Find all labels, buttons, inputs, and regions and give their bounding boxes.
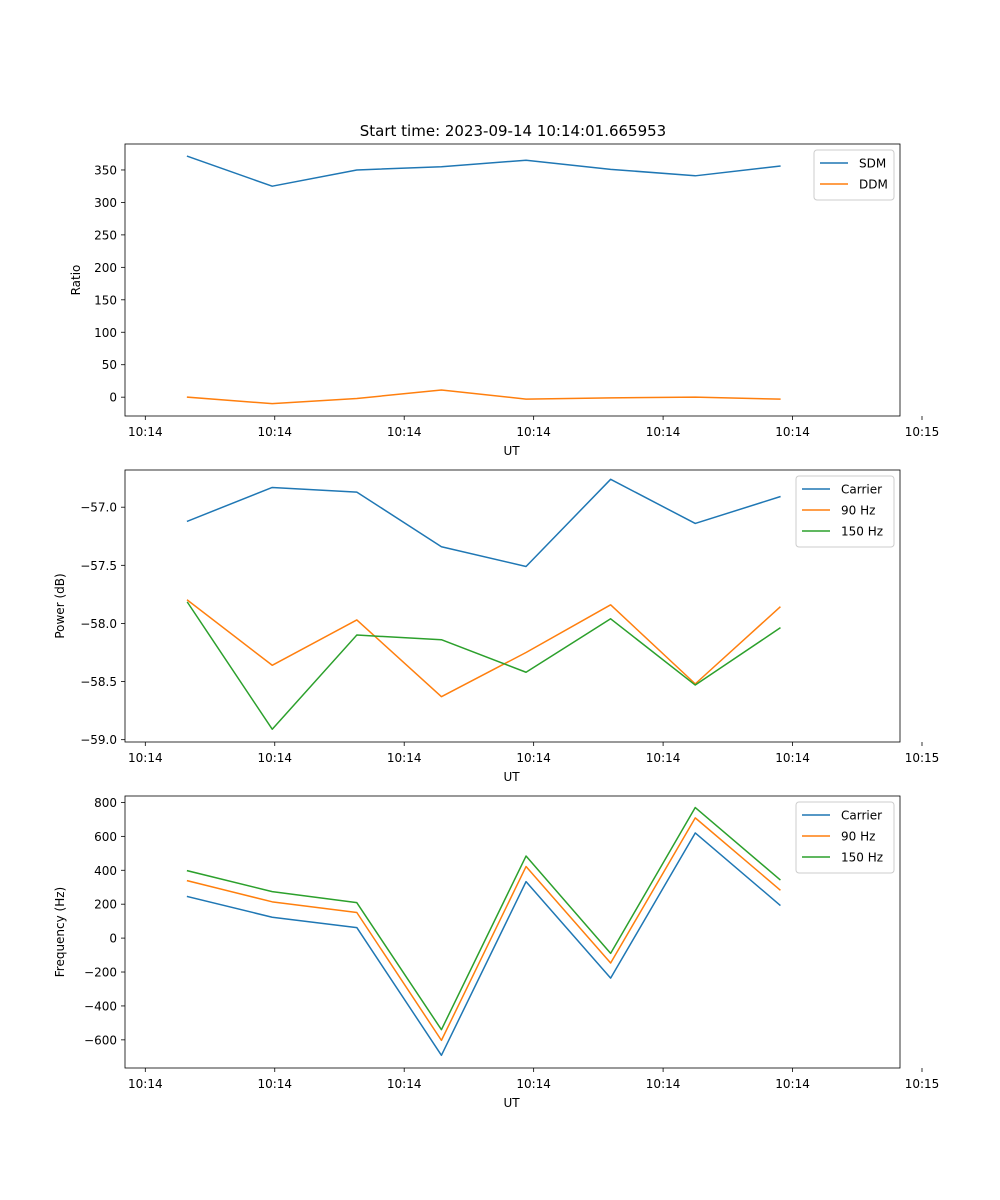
legend-label: 90 Hz [841, 504, 875, 518]
y-tick-label: 200 [94, 898, 117, 912]
y-tick-label: −59.0 [80, 733, 117, 747]
x-tick-label: 10:14 [516, 1077, 551, 1091]
y-tick-label: 100 [94, 326, 117, 340]
y-tick-label: −200 [84, 966, 117, 980]
x-tick-label: 10:14 [775, 1077, 810, 1091]
axes-frame [124, 469, 901, 743]
y-tick-label: −58.0 [80, 617, 117, 631]
x-tick-label: 10:15 [905, 425, 940, 439]
chart-panel-3: 10:14 10:14 10:14 10:14 10:14 10:14 10:15 −600 −… [53, 795, 940, 1110]
x-tick-label: 10:14 [257, 1077, 292, 1091]
y-tick-label: 150 [94, 293, 117, 307]
x-tick-label: 10:14 [646, 425, 681, 439]
x-tick-label: 10:14 [128, 425, 163, 439]
x-axis-label: UT [503, 1096, 520, 1110]
legend: Carrier 90 Hz 150 Hz [795, 475, 895, 548]
chart-panel-2: 10:14 10:14 10:14 10:14 10:14 10:14 10:15 −59.0… [53, 469, 940, 784]
y-tick-label: 800 [94, 796, 117, 810]
legend-box [795, 475, 895, 548]
y-tick-label: 250 [94, 228, 117, 242]
legend: Carrier 90 Hz 150 Hz [795, 801, 895, 874]
y-tick-label: −400 [84, 999, 117, 1013]
y-tick-label: −600 [84, 1033, 117, 1047]
x-axis-label: UT [503, 444, 520, 458]
y-tick-label: 300 [94, 196, 117, 210]
x-tick-label: 10:14 [516, 751, 551, 765]
legend-label: Carrier [841, 483, 882, 497]
legend-label: 150 Hz [841, 525, 883, 539]
x-tick-label: 10:14 [128, 751, 163, 765]
figure-title: Start time: 2023-09-14 10:14:01.665953 [360, 122, 666, 140]
series-line-carrier [186, 832, 781, 1057]
x-tick-label: 10:14 [775, 425, 810, 439]
y-tick-label: −57.5 [80, 559, 117, 573]
x-tick-label: 10:15 [905, 751, 940, 765]
y-tick-label: 400 [94, 864, 117, 878]
y-tick-label: 50 [102, 358, 117, 372]
x-tick-label: 10:14 [387, 1077, 422, 1091]
series-line-sdm [186, 155, 781, 187]
legend-label: 90 Hz [841, 830, 875, 844]
legend-label: 150 Hz [841, 851, 883, 865]
x-tick-label: 10:14 [257, 425, 292, 439]
legend-label: SDM [859, 157, 886, 171]
x-tick-label: 10:14 [128, 1077, 163, 1091]
y-axis-label: Ratio [69, 265, 83, 296]
legend-box [795, 801, 895, 874]
series-line-carrier [186, 478, 781, 568]
axes-frame [124, 143, 901, 417]
x-tick-label: 10:14 [257, 751, 292, 765]
legend-label: DDM [859, 178, 888, 192]
x-tick-label: 10:14 [387, 425, 422, 439]
x-tick-label: 10:14 [516, 425, 551, 439]
y-tick-label: 350 [94, 163, 117, 177]
x-tick-label: 10:14 [775, 751, 810, 765]
y-axis-label: Frequency (Hz) [53, 887, 67, 978]
x-axis-label: UT [503, 770, 520, 784]
legend: SDM DDM [813, 149, 895, 201]
series-line-90-hz [186, 599, 781, 698]
y-tick-label: 200 [94, 261, 117, 275]
series-line-90-hz [186, 817, 781, 1042]
legend-label: Carrier [841, 809, 882, 823]
series-line-150-hz [186, 806, 781, 1031]
series-line-ddm [186, 389, 781, 405]
y-axis-label: Power (dB) [53, 573, 67, 638]
x-tick-label: 10:14 [646, 1077, 681, 1091]
y-tick-label: 0 [109, 391, 117, 405]
chart-panel-1: 10:14 10:14 10:14 10:14 10:14 10:14 10:15 0 50 10… [69, 143, 940, 458]
y-tick-label: 0 [109, 932, 117, 946]
x-tick-label: 10:15 [905, 1077, 940, 1091]
series-line-150-hz [186, 601, 781, 730]
y-tick-label: −58.5 [80, 675, 117, 689]
y-tick-label: −57.0 [80, 501, 117, 515]
axes-frame [124, 795, 901, 1069]
x-tick-label: 10:14 [646, 751, 681, 765]
x-tick-label: 10:14 [387, 751, 422, 765]
y-tick-label: 600 [94, 830, 117, 844]
